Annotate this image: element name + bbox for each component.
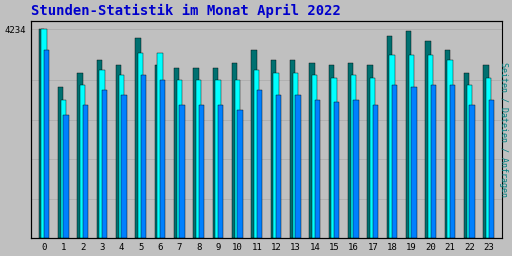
Bar — [467, 85, 472, 238]
Bar — [450, 85, 456, 238]
Bar — [77, 73, 83, 238]
Bar — [199, 105, 204, 238]
Bar — [232, 63, 238, 238]
Bar — [353, 100, 359, 238]
Bar — [273, 73, 279, 238]
Bar — [312, 75, 317, 238]
Bar — [97, 60, 102, 238]
Bar — [444, 50, 450, 238]
Bar — [212, 68, 218, 238]
Bar — [464, 73, 470, 238]
Bar — [83, 105, 88, 238]
Bar — [367, 65, 373, 238]
Bar — [194, 68, 199, 238]
Bar — [234, 80, 240, 238]
Bar — [489, 100, 494, 238]
Bar — [428, 55, 434, 238]
Bar — [257, 90, 262, 238]
Bar — [174, 68, 179, 238]
Bar — [351, 75, 356, 238]
Bar — [196, 80, 201, 238]
Bar — [276, 95, 282, 238]
Bar — [63, 115, 69, 238]
Bar — [155, 65, 160, 238]
Bar — [179, 105, 185, 238]
Bar — [141, 75, 146, 238]
Bar — [251, 50, 257, 238]
Text: Stunden-Statistik im Monat April 2022: Stunden-Statistik im Monat April 2022 — [31, 4, 340, 18]
Bar — [44, 50, 50, 238]
Bar — [238, 110, 243, 238]
Bar — [135, 38, 141, 238]
Bar — [331, 78, 337, 238]
Bar — [41, 29, 47, 238]
Bar — [409, 55, 414, 238]
Bar — [61, 100, 66, 238]
Bar — [334, 102, 339, 238]
Bar — [216, 80, 221, 238]
Bar — [392, 85, 397, 238]
Bar — [406, 31, 412, 238]
Bar — [218, 105, 223, 238]
Bar — [254, 70, 260, 238]
Bar — [447, 60, 453, 238]
Bar — [116, 65, 121, 238]
Bar — [309, 63, 315, 238]
Bar — [38, 29, 44, 238]
Bar — [486, 78, 492, 238]
Bar — [431, 85, 436, 238]
Bar — [293, 73, 298, 238]
Bar — [373, 105, 378, 238]
Bar — [295, 95, 301, 238]
Bar — [348, 63, 353, 238]
Bar — [99, 70, 105, 238]
Bar — [177, 80, 182, 238]
Bar — [119, 75, 124, 238]
Bar — [157, 53, 163, 238]
Bar — [483, 65, 489, 238]
Y-axis label: Seiten / Dateien / Anfragen: Seiten / Dateien / Anfragen — [499, 62, 508, 197]
Bar — [290, 60, 295, 238]
Bar — [387, 36, 392, 238]
Bar — [315, 100, 320, 238]
Bar — [329, 65, 334, 238]
Bar — [412, 88, 417, 238]
Bar — [370, 78, 375, 238]
Bar — [138, 53, 143, 238]
Bar — [425, 41, 431, 238]
Bar — [58, 88, 63, 238]
Bar — [121, 95, 127, 238]
Bar — [102, 90, 108, 238]
Bar — [470, 105, 475, 238]
Bar — [80, 85, 86, 238]
Bar — [271, 60, 276, 238]
Bar — [160, 80, 165, 238]
Bar — [389, 55, 395, 238]
